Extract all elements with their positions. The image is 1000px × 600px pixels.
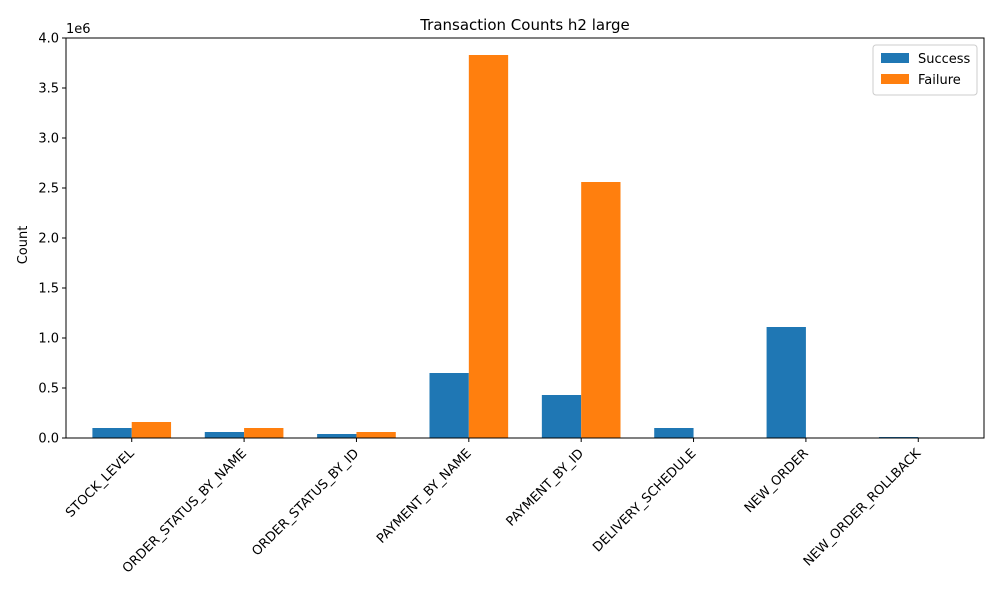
bar-failure-stock_level [131,422,172,438]
plot-frame [65,37,985,439]
bars-group [92,55,919,438]
bar-success-delivery_schedule [654,428,694,438]
y-tick-label: 4.0 [38,32,59,47]
bar-success-stock_level [92,428,132,438]
x-tick-label: NEW_ORDER_ROLLBACK [801,446,925,570]
legend-label-success: Success [918,52,971,67]
chart-title: Transaction Counts h2 large [419,16,630,34]
legend: Success Failure [872,44,978,96]
y-tick-label: 3.0 [38,132,59,147]
y-axis-offset-label: 1e6 [66,22,91,37]
x-tick-label: NEW_ORDER [742,446,812,516]
bar-failure-payment_by_name [468,55,509,438]
y-ticks-group: 0.0 0.5 1.0 1.5 2.0 2.5 3.0 3.5 4.0 [38,32,66,447]
x-tick-label: PAYMENT_BY_NAME [374,446,474,546]
y-tick-label: 3.5 [38,82,59,97]
y-tick-label: 0.0 [38,432,59,447]
y-tick-label: 1.5 [38,282,59,297]
x-tick-label: ORDER_STATUS_BY_NAME [120,446,250,576]
bar-success-new_order [766,327,806,438]
bar-success-payment_by_id [541,395,582,438]
legend-label-failure: Failure [918,73,961,88]
x-tick-label: STOCK_LEVEL [63,446,138,521]
y-tick-label: 2.5 [38,182,59,197]
y-axis-title: Count [16,226,31,265]
bar-success-order_status_by_name [204,432,245,438]
legend-swatch-success [881,53,909,63]
x-tick-label: PAYMENT_BY_ID [504,446,587,529]
x-tick-label: DELIVERY_SCHEDULE [590,446,699,555]
bar-failure-order_status_by_name [244,428,284,438]
bar-success-payment_by_name [429,373,469,438]
y-tick-label: 1.0 [38,332,59,347]
x-tick-label: ORDER_STATUS_BY_ID [249,446,362,559]
bar-success-order_status_by_id [317,434,357,438]
bar-failure-order_status_by_id [356,432,396,438]
y-tick-label: 0.5 [38,382,59,397]
legend-swatch-failure [881,74,909,84]
y-tick-label: 2.0 [38,232,59,247]
bar-failure-payment_by_id [581,182,621,438]
